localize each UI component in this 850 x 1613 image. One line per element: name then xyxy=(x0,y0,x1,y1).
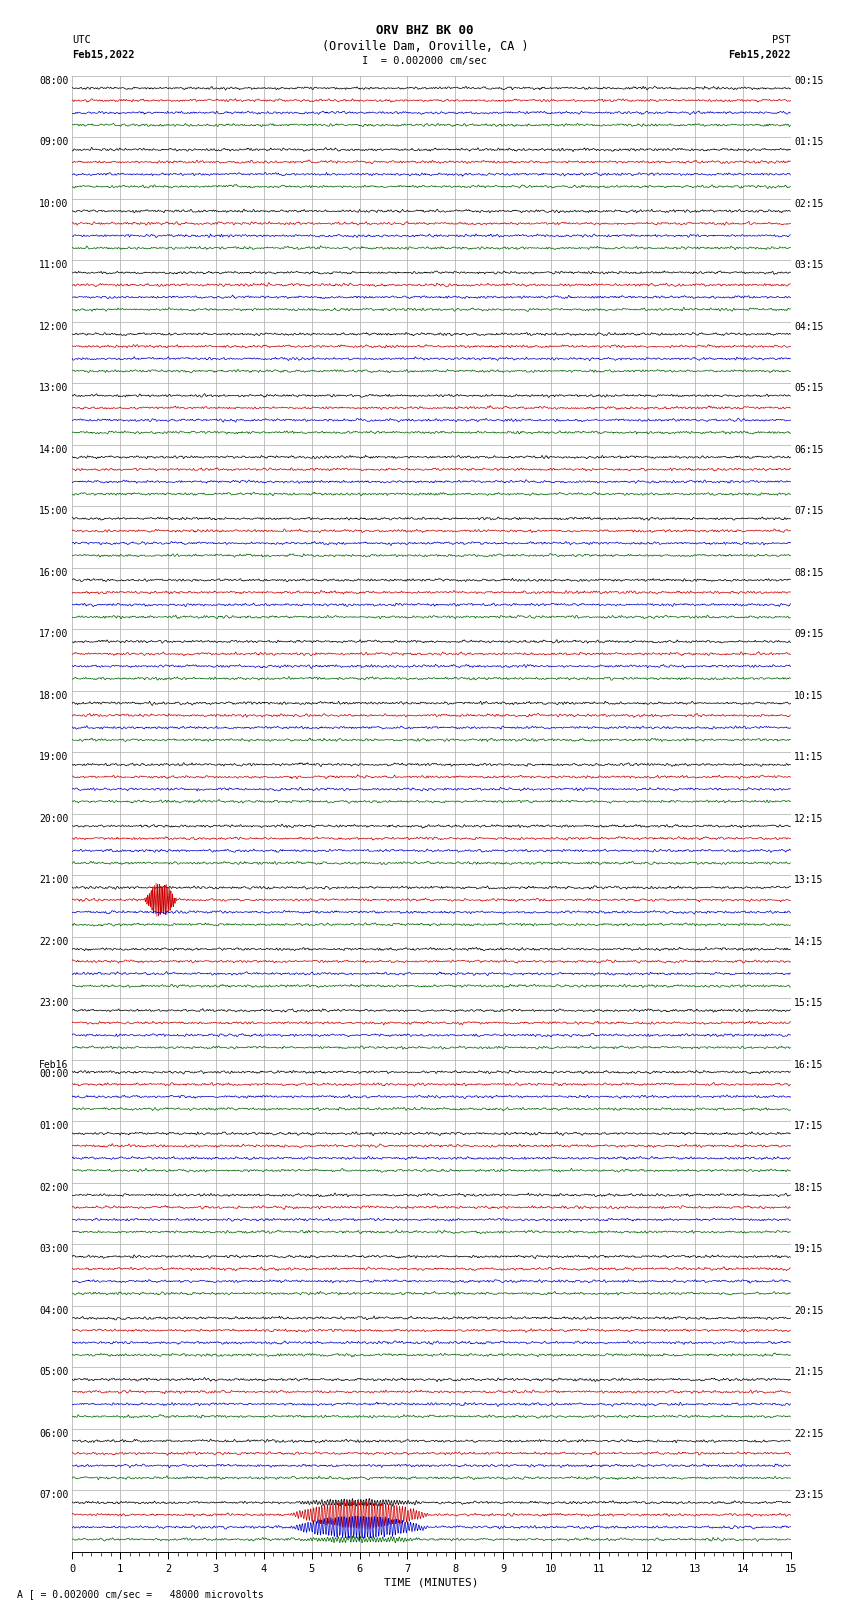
Text: 11:15: 11:15 xyxy=(794,752,824,763)
X-axis label: TIME (MINUTES): TIME (MINUTES) xyxy=(384,1578,479,1587)
Text: 08:00: 08:00 xyxy=(39,76,69,85)
Text: 16:15: 16:15 xyxy=(794,1060,824,1069)
Text: Feb15,2022: Feb15,2022 xyxy=(728,50,791,60)
Text: (Oroville Dam, Oroville, CA ): (Oroville Dam, Oroville, CA ) xyxy=(321,40,529,53)
Text: Feb16
00:00: Feb16 00:00 xyxy=(39,1060,69,1079)
Text: 12:00: 12:00 xyxy=(39,323,69,332)
Text: 06:00: 06:00 xyxy=(39,1429,69,1439)
Text: 01:15: 01:15 xyxy=(794,137,824,147)
Text: 09:15: 09:15 xyxy=(794,629,824,639)
Text: 07:15: 07:15 xyxy=(794,506,824,516)
Text: 20:00: 20:00 xyxy=(39,815,69,824)
Text: 09:00: 09:00 xyxy=(39,137,69,147)
Text: 11:00: 11:00 xyxy=(39,260,69,271)
Text: 18:00: 18:00 xyxy=(39,690,69,700)
Text: UTC: UTC xyxy=(72,35,91,45)
Text: 04:00: 04:00 xyxy=(39,1307,69,1316)
Text: 17:15: 17:15 xyxy=(794,1121,824,1131)
Text: 21:00: 21:00 xyxy=(39,876,69,886)
Text: 12:15: 12:15 xyxy=(794,815,824,824)
Text: 18:15: 18:15 xyxy=(794,1182,824,1192)
Text: A [ = 0.002000 cm/sec =   48000 microvolts: A [ = 0.002000 cm/sec = 48000 microvolts xyxy=(17,1589,264,1598)
Text: 02:15: 02:15 xyxy=(794,198,824,208)
Text: Feb15,2022: Feb15,2022 xyxy=(72,50,135,60)
Text: 02:00: 02:00 xyxy=(39,1182,69,1192)
Text: 08:15: 08:15 xyxy=(794,568,824,577)
Text: 16:00: 16:00 xyxy=(39,568,69,577)
Text: 15:00: 15:00 xyxy=(39,506,69,516)
Text: 15:15: 15:15 xyxy=(794,998,824,1008)
Text: 13:00: 13:00 xyxy=(39,384,69,394)
Text: 04:15: 04:15 xyxy=(794,323,824,332)
Text: 22:00: 22:00 xyxy=(39,937,69,947)
Text: 07:00: 07:00 xyxy=(39,1490,69,1500)
Text: 10:00: 10:00 xyxy=(39,198,69,208)
Text: 14:15: 14:15 xyxy=(794,937,824,947)
Text: 05:00: 05:00 xyxy=(39,1368,69,1378)
Text: 03:15: 03:15 xyxy=(794,260,824,271)
Text: I  = 0.002000 cm/sec: I = 0.002000 cm/sec xyxy=(362,56,488,66)
Text: 19:15: 19:15 xyxy=(794,1244,824,1255)
Text: 19:00: 19:00 xyxy=(39,752,69,763)
Text: 20:15: 20:15 xyxy=(794,1307,824,1316)
Text: 10:15: 10:15 xyxy=(794,690,824,700)
Text: 13:15: 13:15 xyxy=(794,876,824,886)
Text: 03:00: 03:00 xyxy=(39,1244,69,1255)
Text: 23:15: 23:15 xyxy=(794,1490,824,1500)
Text: 06:15: 06:15 xyxy=(794,445,824,455)
Text: 01:00: 01:00 xyxy=(39,1121,69,1131)
Text: 22:15: 22:15 xyxy=(794,1429,824,1439)
Text: 21:15: 21:15 xyxy=(794,1368,824,1378)
Text: PST: PST xyxy=(772,35,791,45)
Text: 17:00: 17:00 xyxy=(39,629,69,639)
Text: 14:00: 14:00 xyxy=(39,445,69,455)
Text: ORV BHZ BK 00: ORV BHZ BK 00 xyxy=(377,24,473,37)
Text: 00:15: 00:15 xyxy=(794,76,824,85)
Text: 05:15: 05:15 xyxy=(794,384,824,394)
Text: 23:00: 23:00 xyxy=(39,998,69,1008)
